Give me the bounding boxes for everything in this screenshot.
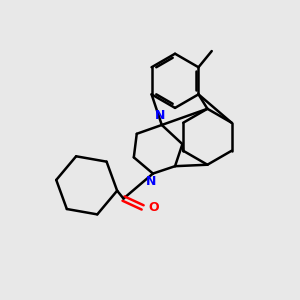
Text: N: N [155, 109, 166, 122]
Text: N: N [146, 175, 157, 188]
Text: O: O [148, 201, 159, 214]
